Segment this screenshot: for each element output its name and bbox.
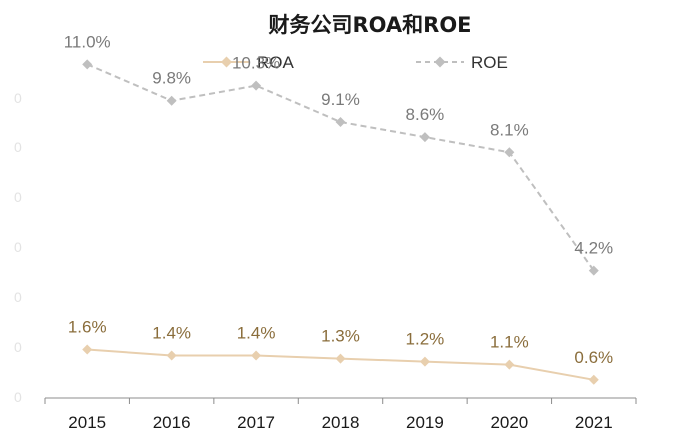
series-layer: 1.6% 1.4% 1.4% 1.3% 1.2% 1.1% 0.6% 11.0% 9.8% 10.… (64, 32, 613, 385)
series-roa-data-label: 1.6% (68, 317, 107, 336)
legend-item-roe: ROE (416, 53, 508, 72)
faint-y-tick: 0 (14, 139, 22, 155)
series-roa-data-label: 1.1% (490, 333, 529, 352)
x-tick-label: 2018 (322, 413, 360, 432)
faint-y-tick: 0 (14, 289, 22, 305)
series-roe-data-label: 8.1% (490, 120, 529, 139)
series-roe-data-label: 9.8% (152, 69, 191, 88)
legend: ROA ROE (203, 53, 508, 72)
series-roa-data-label: 1.3% (321, 327, 360, 346)
x-tick-label: 2016 (153, 413, 191, 432)
series-roa-point (166, 350, 177, 361)
x-tick-label: 2019 (406, 413, 444, 432)
series-roa: 1.6% 1.4% 1.4% 1.3% 1.2% 1.1% 0.6% (68, 317, 613, 385)
series-roe-data-label: 8.6% (406, 105, 445, 124)
faint-y-axis: 0 0 0 0 0 0 0 (14, 90, 22, 405)
faint-y-tick: 0 (14, 339, 22, 355)
x-axis-ticks (44, 398, 637, 404)
series-roa-point (251, 350, 262, 361)
legend-roe-marker (434, 56, 446, 68)
series-roa-point (588, 374, 599, 385)
series-roe-point (335, 116, 346, 127)
series-roe-point (419, 132, 430, 143)
x-axis: 2015 2016 2017 2018 2019 2020 2021 (44, 397, 637, 432)
legend-roa-label: ROA (257, 53, 295, 72)
x-tick-label: 2015 (68, 413, 106, 432)
series-roe-data-label: 11.0% (64, 32, 111, 51)
series-roa-data-label: 1.2% (406, 330, 445, 349)
faint-y-tick: 0 (14, 90, 22, 106)
faint-y-tick: 0 (14, 239, 22, 255)
series-roe-point (588, 265, 599, 276)
series-roe-point (251, 80, 262, 91)
series-roa-data-label: 1.4% (152, 324, 191, 343)
series-roe-point (166, 95, 177, 106)
series-roe-data-label: 10.3% (232, 54, 280, 73)
series-roe: 11.0% 9.8% 10.3% 9.1% 8.6% 8.1% 4.2% (64, 32, 613, 276)
x-tick-label: 2020 (490, 413, 528, 432)
chart-title: 财务公司ROA和ROE (268, 13, 471, 37)
x-tick-label: 2017 (237, 413, 275, 432)
series-roa-point (82, 344, 93, 355)
x-axis-labels: 2015 2016 2017 2018 2019 2020 2021 (68, 413, 612, 432)
series-roa-point (504, 359, 515, 370)
series-roe-point (504, 147, 515, 158)
series-roa-data-label: 1.4% (237, 324, 276, 343)
faint-y-tick: 0 (14, 189, 22, 205)
legend-item-roa: ROA (203, 53, 295, 72)
series-roa-point (419, 356, 430, 367)
series-roe-data-label: 9.1% (321, 90, 360, 109)
x-tick-label: 2021 (575, 413, 613, 432)
legend-roa-marker (221, 56, 232, 68)
series-roe-point (82, 59, 93, 70)
legend-roe-label: ROE (471, 53, 508, 72)
series-roa-point (335, 353, 346, 364)
faint-y-tick: 0 (14, 389, 22, 405)
series-roe-data-label: 4.2% (574, 239, 613, 258)
series-roa-data-label: 0.6% (574, 348, 613, 367)
